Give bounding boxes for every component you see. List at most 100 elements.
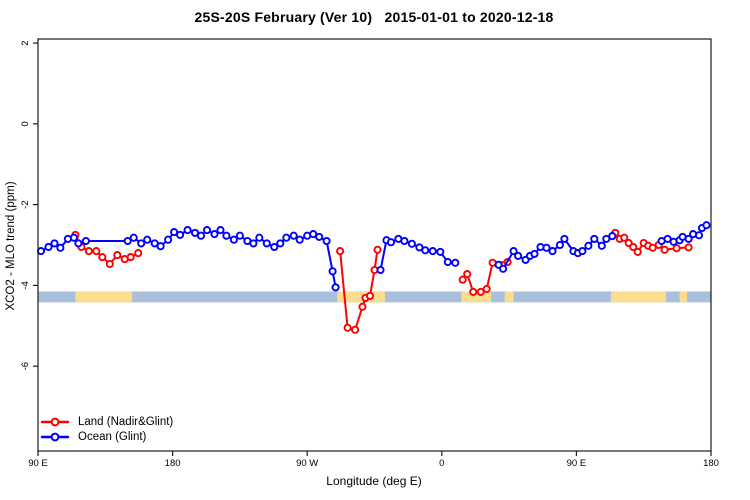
data-point: [509, 247, 518, 256]
data-point: [620, 233, 629, 242]
legend-item-ocean: Ocean (Glint): [40, 429, 173, 444]
x-ticks: 90 E 180 90 W 0 90 E 180: [28, 451, 719, 469]
data-point: [443, 257, 452, 267]
x-tick-label: 180: [165, 458, 181, 469]
data-point: [276, 239, 285, 248]
data-point: [458, 275, 467, 284]
data-point: [499, 264, 508, 273]
data-point: [328, 267, 337, 276]
data-point: [84, 247, 93, 256]
data-point: [183, 226, 192, 235]
y-tick-label: 0: [20, 121, 31, 126]
data-point: [684, 243, 693, 252]
land-band-segment: [504, 291, 514, 303]
data-point: [176, 230, 185, 239]
data-point: [555, 240, 564, 250]
data-point: [156, 242, 165, 251]
ocean-series: [36, 221, 711, 292]
chart-title: 25S-20S February (Ver 10) 2015-01-01 to …: [194, 9, 554, 25]
data-point: [44, 242, 53, 252]
data-point: [702, 221, 711, 230]
data-point: [400, 236, 409, 246]
data-point: [164, 235, 173, 244]
x-tick-label: 90 W: [296, 458, 318, 469]
data-point: [56, 243, 65, 252]
data-point: [578, 247, 587, 256]
data-point: [202, 226, 212, 235]
data-point: [134, 249, 143, 258]
data-point: [365, 291, 375, 300]
land-series-swatch-icon: [40, 417, 70, 426]
y-tick-label: -2: [20, 200, 31, 208]
data-point: [660, 245, 669, 254]
y-tick-label: -4: [20, 281, 31, 289]
data-point: [482, 284, 491, 294]
y-tick-label: -6: [20, 362, 31, 370]
data-point: [210, 230, 219, 239]
data-point: [351, 325, 360, 334]
x-tick-label: 90 E: [28, 458, 48, 469]
data-point: [331, 283, 340, 292]
x-tick-label: 180: [703, 458, 719, 469]
data-point: [428, 247, 437, 256]
data-point: [386, 238, 396, 247]
plot-box: [37, 38, 712, 452]
data-point: [81, 236, 90, 246]
data-point: [137, 239, 146, 248]
data-point: [126, 253, 135, 262]
data-point: [376, 265, 385, 275]
data-point: [235, 231, 244, 240]
y-tick-label: 2: [20, 40, 31, 45]
data-point: [663, 234, 672, 243]
data-point: [282, 233, 291, 242]
data-point: [463, 270, 472, 279]
data-point: [229, 235, 238, 244]
x-tick-label: 0: [439, 458, 444, 469]
data-point: [451, 258, 460, 267]
data-point: [633, 247, 642, 256]
data-point: [436, 247, 445, 256]
data-point: [542, 243, 551, 252]
legend-item-land: Land (Nadir&Glint): [40, 414, 173, 429]
data-point: [196, 231, 206, 240]
data-point: [694, 231, 704, 240]
x-tick-label: 90 E: [567, 458, 587, 469]
data-point: [469, 287, 478, 296]
data-point: [597, 241, 606, 250]
y-ticks: 2 0 -2 -4 -6: [20, 40, 38, 370]
data-point: [36, 247, 46, 256]
data-point: [421, 246, 430, 255]
data-point: [50, 239, 59, 248]
data-point: [343, 323, 352, 332]
legend-label-land: Land (Nadir&Glint): [78, 415, 174, 428]
data-point: [358, 302, 367, 311]
data-point: [629, 242, 638, 252]
data-point: [315, 232, 324, 241]
data-point: [113, 251, 122, 260]
data-point: [143, 235, 152, 244]
data-point: [92, 247, 101, 256]
data-point: [216, 226, 225, 235]
data-point: [530, 249, 539, 258]
surface-band: [38, 291, 711, 303]
data-point: [98, 253, 107, 262]
data-point: [123, 236, 132, 246]
data-point: [548, 247, 557, 256]
data-point: [295, 235, 304, 244]
data-point: [672, 244, 681, 253]
data-point: [407, 239, 416, 248]
data-point: [684, 234, 693, 243]
data-point: [74, 239, 83, 248]
data-point: [255, 233, 264, 242]
data-point: [608, 232, 617, 241]
data-point: [514, 251, 523, 260]
data-point: [560, 234, 569, 243]
data-point: [222, 231, 231, 240]
legend-label-ocean: Ocean (Glint): [78, 430, 147, 443]
x-axis-label: Longitude (deg E): [326, 474, 422, 488]
land-band-segment: [75, 291, 133, 303]
data-point: [289, 231, 298, 240]
data-point: [590, 234, 599, 243]
